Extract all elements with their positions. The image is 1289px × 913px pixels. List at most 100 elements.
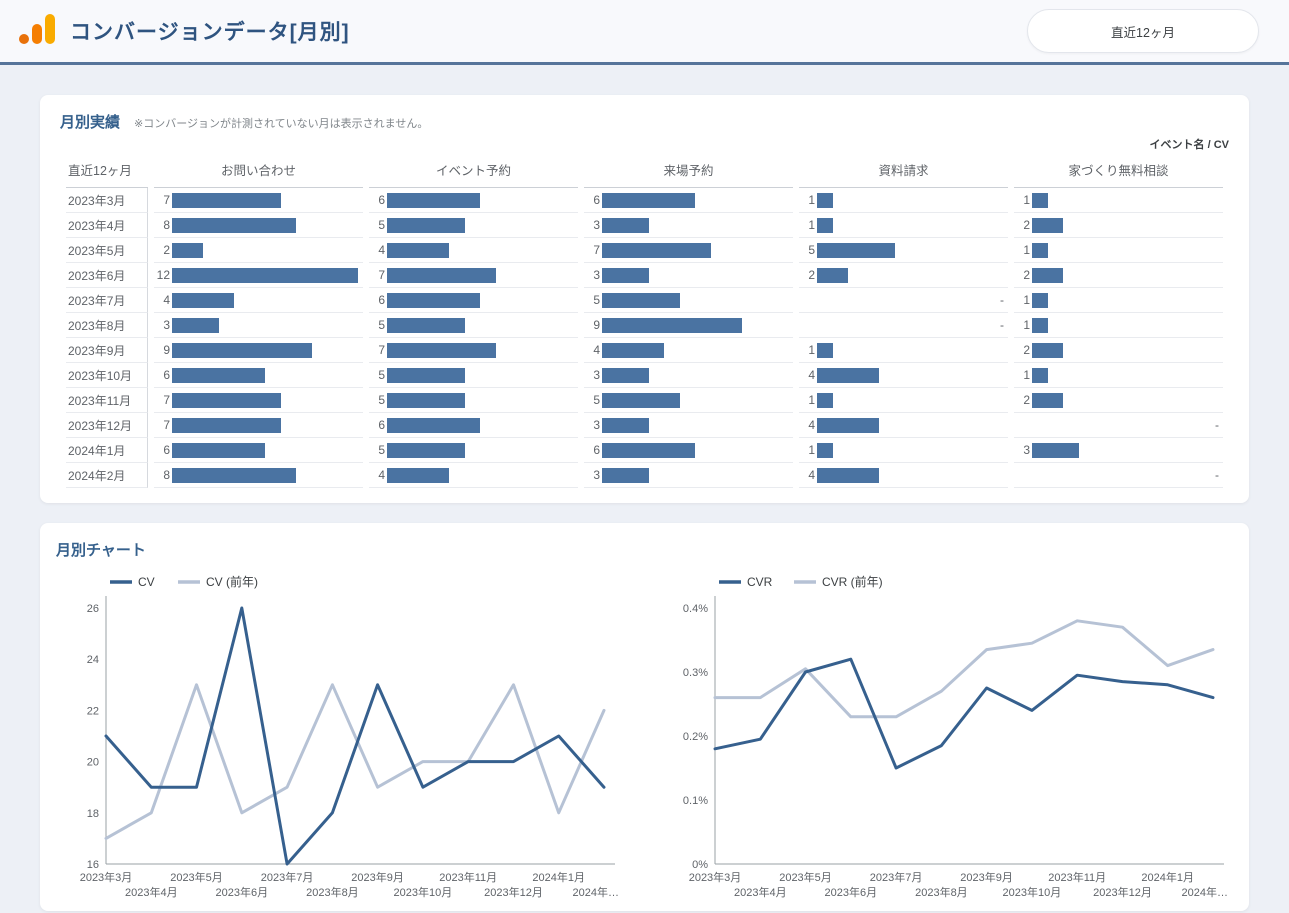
cv-cell: 5 bbox=[369, 388, 578, 413]
cv-cell: 1 bbox=[1014, 363, 1223, 388]
cv-value: 3 bbox=[163, 318, 170, 333]
app-header: コンバージョンデータ[月別] 直近12ヶ月 bbox=[0, 0, 1289, 65]
event-name-cv-label: イベント名 / CV bbox=[1149, 139, 1229, 151]
svg-text:20: 20 bbox=[87, 757, 99, 769]
table-row: 2023年4月 8 5 3 1 2 bbox=[66, 213, 1223, 238]
logo-bar-mid bbox=[32, 24, 42, 44]
month-label: 2023年12月 bbox=[66, 413, 148, 438]
first-column-header: 直近12ヶ月 bbox=[66, 154, 148, 188]
svg-text:2024年…: 2024年… bbox=[573, 885, 619, 899]
cv-cell: 7 bbox=[154, 188, 363, 213]
cv-value: 6 bbox=[378, 293, 385, 308]
table-row: 2023年9月 9 7 4 1 2 bbox=[66, 338, 1223, 363]
cv-bar bbox=[387, 192, 480, 208]
cv-cell-empty: - bbox=[1014, 413, 1223, 438]
cv-value: 5 bbox=[378, 443, 385, 458]
svg-text:2023年10月: 2023年10月 bbox=[394, 885, 453, 899]
cv-value: 3 bbox=[593, 218, 600, 233]
cv-bar bbox=[172, 367, 265, 383]
cv-value: 1 bbox=[1023, 368, 1030, 383]
cv-cell: 1 bbox=[799, 213, 1008, 238]
month-label: 2023年5月 bbox=[66, 238, 148, 263]
cv-cell: 1 bbox=[1014, 238, 1223, 263]
cv-bar bbox=[602, 317, 742, 333]
month-label: 2023年10月 bbox=[66, 363, 148, 388]
cv-bar bbox=[172, 417, 281, 433]
cv-value: 2 bbox=[808, 268, 815, 283]
cv-bar bbox=[387, 417, 480, 433]
cv-bar bbox=[602, 467, 649, 483]
svg-text:2023年9月: 2023年9月 bbox=[960, 870, 1013, 884]
cv-value: 5 bbox=[378, 393, 385, 408]
cv-cell: 4 bbox=[799, 363, 1008, 388]
cv-cell: 1 bbox=[1014, 188, 1223, 213]
cv-bar bbox=[817, 217, 833, 233]
table-row: 2023年5月 2 4 7 5 1 bbox=[66, 238, 1223, 263]
cv-cell: 8 bbox=[154, 213, 363, 238]
table-row: 2023年8月 3 5 9 -1 bbox=[66, 313, 1223, 338]
column-header: 資料請求 bbox=[799, 154, 1008, 188]
legend-label: CV bbox=[138, 575, 155, 589]
cv-bar bbox=[817, 392, 833, 408]
cv-value: 1 bbox=[1023, 293, 1030, 308]
cv-bar bbox=[172, 392, 281, 408]
cv-value: 4 bbox=[378, 243, 385, 258]
monthly-table: 直近12ヶ月 お問い合わせ イベント予約 来場予約 資料請求 家づくり無料相談 2023年… bbox=[60, 154, 1229, 488]
svg-text:2023年4月: 2023年4月 bbox=[734, 885, 787, 899]
cvr-line-chart-svg: 0%0.1%0.2%0.3%0.4%2023年3月2023年4月2023年5月2… bbox=[683, 574, 1228, 899]
cv-value: 6 bbox=[163, 443, 170, 458]
month-label: 2024年1月 bbox=[66, 438, 148, 463]
cv-bar bbox=[817, 442, 833, 458]
cv-value: 6 bbox=[163, 368, 170, 383]
cv-bar bbox=[172, 192, 281, 208]
svg-text:26: 26 bbox=[87, 603, 99, 615]
cv-value: 9 bbox=[593, 318, 600, 333]
cv-cell: 3 bbox=[1014, 438, 1223, 463]
svg-text:2023年12月: 2023年12月 bbox=[484, 885, 543, 899]
svg-text:18: 18 bbox=[87, 808, 99, 820]
cv-bar bbox=[817, 192, 833, 208]
cv-value: 4 bbox=[808, 468, 815, 483]
logo-dot bbox=[19, 34, 29, 44]
cv-bar bbox=[1032, 267, 1063, 283]
cv-value: 7 bbox=[163, 393, 170, 408]
analytics-logo-icon bbox=[18, 13, 55, 49]
date-range-button[interactable]: 直近12ヶ月 bbox=[1027, 9, 1259, 53]
cv-bar bbox=[387, 242, 449, 258]
cv-value: 1 bbox=[808, 343, 815, 358]
cv-bar bbox=[817, 242, 895, 258]
svg-text:2023年8月: 2023年8月 bbox=[915, 885, 968, 899]
cv-cell: 2 bbox=[1014, 388, 1223, 413]
cv-bar bbox=[1032, 317, 1048, 333]
cv-cell: 2 bbox=[1014, 338, 1223, 363]
cv-cell: 7 bbox=[154, 388, 363, 413]
cv-cell: 7 bbox=[369, 338, 578, 363]
svg-text:2023年12月: 2023年12月 bbox=[1093, 885, 1152, 899]
cv-value: 5 bbox=[808, 243, 815, 258]
cv-cell: 5 bbox=[584, 288, 793, 313]
cv-cell: 6 bbox=[154, 363, 363, 388]
cv-cell: 1 bbox=[799, 438, 1008, 463]
cv-value: 1 bbox=[1023, 318, 1030, 333]
cv-cell-empty: - bbox=[799, 288, 1008, 313]
monthly-results-note: ※コンバージョンが計測されていない月は表示されません。 bbox=[134, 118, 429, 130]
cv-value: 4 bbox=[808, 418, 815, 433]
cv-value: 7 bbox=[378, 268, 385, 283]
cv-cell: 3 bbox=[584, 263, 793, 288]
cv-cell: 2 bbox=[1014, 213, 1223, 238]
current-series-line bbox=[713, 657, 1215, 770]
table-row: 2023年11月 7 5 5 1 2 bbox=[66, 388, 1223, 413]
monthly-chart-card: 月別チャート 16 18 20 22 24 26 2023年3月 2023年4月 2023年5月… bbox=[40, 523, 1249, 911]
page-title: コンバージョンデータ[月別] bbox=[70, 21, 350, 44]
svg-text:2023年11月: 2023年11月 bbox=[1048, 870, 1106, 884]
month-label: 2024年2月 bbox=[66, 463, 148, 488]
cv-bar bbox=[387, 292, 480, 308]
cv-value: 2 bbox=[1023, 393, 1030, 408]
cv-cell-empty: - bbox=[799, 313, 1008, 338]
cv-cell: 4 bbox=[799, 463, 1008, 488]
cv-value: 7 bbox=[593, 243, 600, 258]
cv-cell: 6 bbox=[369, 288, 578, 313]
cv-cell: 6 bbox=[584, 438, 793, 463]
svg-text:2023年5月: 2023年5月 bbox=[170, 870, 223, 884]
cv-value: 4 bbox=[378, 468, 385, 483]
